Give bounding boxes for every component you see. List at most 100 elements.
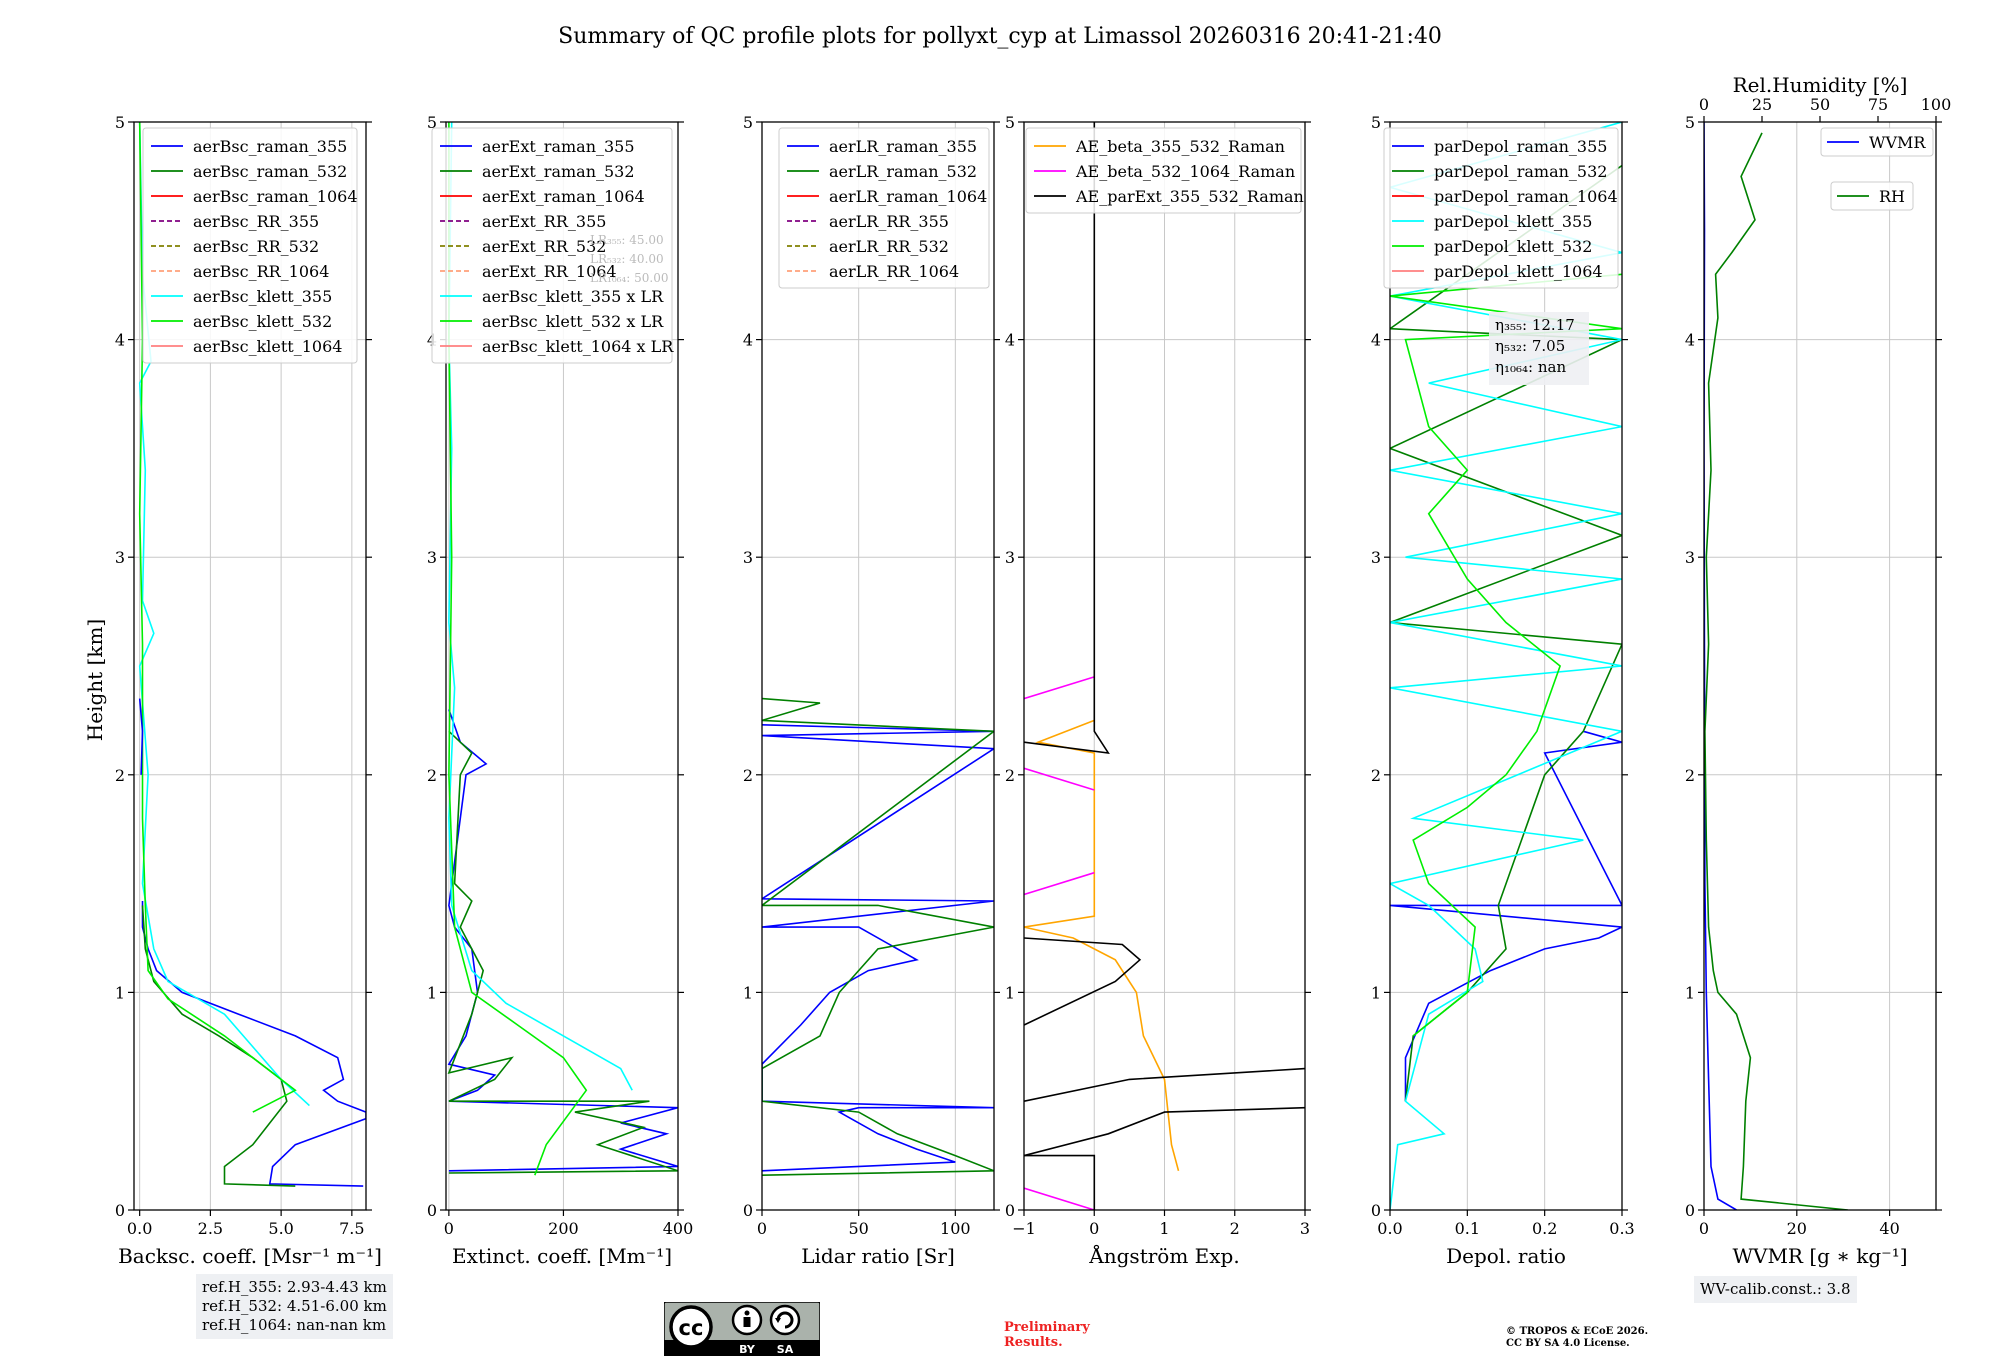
legend-box: [1820, 127, 1934, 157]
lidar-ratio-note: LR₅₃₂: 40.00: [590, 252, 664, 266]
legend-label: aerExt_RR_1064: [482, 262, 617, 281]
legend-label: parDepol_klett_355: [1434, 212, 1592, 231]
cc-icon: [669, 1305, 713, 1349]
y-tick-label: 1: [1685, 983, 1695, 1002]
x-tick-label: 2.5: [198, 1219, 223, 1238]
y-tick-label: 1: [1371, 983, 1381, 1002]
series-aerBsc_raman_532: [141, 905, 296, 1187]
series-AE_beta_532_1064_Raman_b: [1024, 871, 1095, 896]
annotation-text: η₅₃₂: 7.05: [1495, 337, 1565, 355]
series-WVMR: [1704, 122, 1737, 1210]
wv-calibration-box: WV-calib.const.: 3.8: [1694, 1276, 1857, 1303]
legend-label: parDepol_raman_532: [1434, 162, 1607, 181]
x-tick-label: 5.0: [268, 1219, 293, 1238]
series-AE_beta_532_1064_Raman_c: [1024, 767, 1095, 791]
plot-frame: [445, 121, 679, 1211]
y-tick-label: 5: [1005, 113, 1015, 132]
x-axis-label: Depol. ratio: [1446, 1244, 1566, 1268]
copyright-line-2: CC BY SA 4.0 License.: [1506, 1338, 1630, 1349]
legend-label: parDepol_klett_532: [1434, 237, 1592, 256]
legend-box: [778, 127, 990, 289]
panel-6: 0 20 40 0 1 2 3 4 5 WVMR [g ∗ kg⁻¹] 0 25 50 75 100 Rel.…: [1685, 73, 1951, 1268]
series-aerBsc_raman_355_upper: [138, 698, 144, 775]
legend-label: aerBsc_raman_1064: [193, 187, 358, 206]
series-AE_beta_532_1064_Raman_d: [1024, 676, 1095, 700]
annotation-text: η₁₀₆₄: nan: [1495, 358, 1566, 376]
series-aerBsc_raman_355: [141, 901, 366, 1187]
series-aerExt_raman_355: [447, 709, 678, 1172]
series-AE_parExt_355_532_Raman: [1024, 1154, 1096, 1210]
legend-label: aerLR_RR_532: [829, 237, 949, 256]
annotation-text: η₃₅₅: 12.17: [1495, 316, 1575, 334]
legend-box: [1830, 181, 1914, 211]
legend-box: [1383, 127, 1619, 289]
x2-tick-label: 75: [1868, 95, 1888, 114]
x2-tick-label: 100: [1921, 95, 1952, 114]
y-tick-label: 5: [115, 113, 125, 132]
copyright-note: © TROPOS & ECoE 2026. CC BY SA 4.0 Licen…: [1506, 1326, 1648, 1350]
x-tick-label: 200: [548, 1219, 579, 1238]
reference-height-box: ref.H_355: 2.93-4.43 km ref.H_532: 4.51-…: [196, 1274, 393, 1339]
preliminary-line-1: Preliminary: [1004, 1320, 1090, 1335]
legend-label: aerExt_RR_355: [482, 212, 606, 231]
annotation-box: [1489, 312, 1589, 385]
series-AE_beta_532_1064_Raman: [1024, 1187, 1095, 1210]
sa-label: SA: [777, 1343, 794, 1356]
y-tick-label: 3: [427, 548, 437, 567]
x-tick-label: 50: [848, 1219, 868, 1238]
legend-label: aerBsc_RR_532: [193, 237, 319, 256]
y-tick-label: 3: [743, 548, 753, 567]
panel-3: 0 50 100 0 1 2 3 4 5 Lidar ratio [Sr] aerLR_raman_…: [743, 113, 1000, 1268]
ref-height-1064: ref.H_1064: nan-nan km: [202, 1316, 387, 1334]
lidar-ratio-note: LR₃₅₅: 45.00: [590, 233, 664, 247]
legend-label: aerBsc_klett_532 x LR: [482, 312, 664, 331]
panel-2: 0200400012345Extinct. coeff. [Mm⁻¹]aerEx…: [427, 113, 693, 1268]
lidar-ratio-note: LR₁₀₆₄: 50.00: [590, 271, 668, 285]
y-tick-label: 3: [1005, 548, 1015, 567]
y-tick-label: 0: [115, 1201, 125, 1220]
x-tick-label: 40: [1879, 1219, 1899, 1238]
series-aerExt_raman_532: [447, 730, 678, 1174]
ref-height-532: ref.H_532: 4.51-6.00 km: [202, 1297, 387, 1315]
y-tick-label: 1: [427, 983, 437, 1002]
x-tick-label: 20: [1787, 1219, 1807, 1238]
legend-label: aerExt_raman_532: [482, 162, 635, 181]
panel-5: 0.0 0.1 0.2 0.3 0 1 2 3 4 5 Depol. ratio parDepol_r…: [1371, 113, 1635, 1268]
x-axis-label: Ångström Exp.: [1088, 1243, 1239, 1268]
legend-label: aerExt_raman_1064: [482, 187, 645, 206]
y-tick-label: 2: [743, 766, 753, 785]
x-tick-label: 400: [663, 1219, 694, 1238]
cc-by-sa-license-badge: cc BY SA: [664, 1302, 820, 1356]
x-tick-label: 0: [1089, 1219, 1099, 1238]
series-aerBsc_klett_532: [138, 122, 297, 1113]
x-tick-label: 1: [1159, 1219, 1169, 1238]
legend-label: aerLR_raman_1064: [829, 187, 987, 206]
series-aerBsc_klett_355: [138, 122, 310, 1107]
preliminary-line-2: Results.: [1004, 1335, 1063, 1350]
y-tick-label: 1: [115, 983, 125, 1002]
y-tick-label: 1: [743, 983, 753, 1002]
y-tick-label: 1: [1005, 983, 1015, 1002]
legend-label: AE_beta_532_1064_Raman: [1075, 162, 1295, 181]
legend-label: AE_beta_355_532_Raman: [1075, 137, 1285, 156]
y-tick-label: 5: [743, 113, 753, 132]
legend-label: parDepol_raman_1064: [1434, 187, 1618, 206]
y-tick-label: 2: [1685, 766, 1695, 785]
x-tick-label: 0.0: [127, 1219, 152, 1238]
x2-tick-label: 50: [1810, 95, 1830, 114]
series-AE_parExt_355_532_Raman_d: [1024, 937, 1142, 1026]
x2-tick-label: 25: [1752, 95, 1772, 114]
y-tick-label: 5: [427, 113, 437, 132]
legend-label: aerLR_raman_355: [829, 137, 977, 156]
legend-label: aerBsc_klett_355: [193, 287, 332, 306]
y-tick-label: 0: [1371, 1201, 1381, 1220]
figure-title: Summary of QC profile plots for pollyxt_…: [558, 24, 1442, 49]
x-tick-label: 0: [1699, 1219, 1709, 1238]
legend-label: aerBsc_klett_1064 x LR: [482, 337, 674, 356]
legend-label: aerExt_raman_355: [482, 137, 635, 156]
wv-calibration-constant: WV-calib.const.: 3.8: [1700, 1280, 1851, 1298]
legend-label: parDepol_klett_1064: [1434, 262, 1603, 281]
series-parDepol_raman_355: [1390, 730, 1622, 1102]
preliminary-results-note: Preliminary Results.: [1004, 1320, 1090, 1350]
